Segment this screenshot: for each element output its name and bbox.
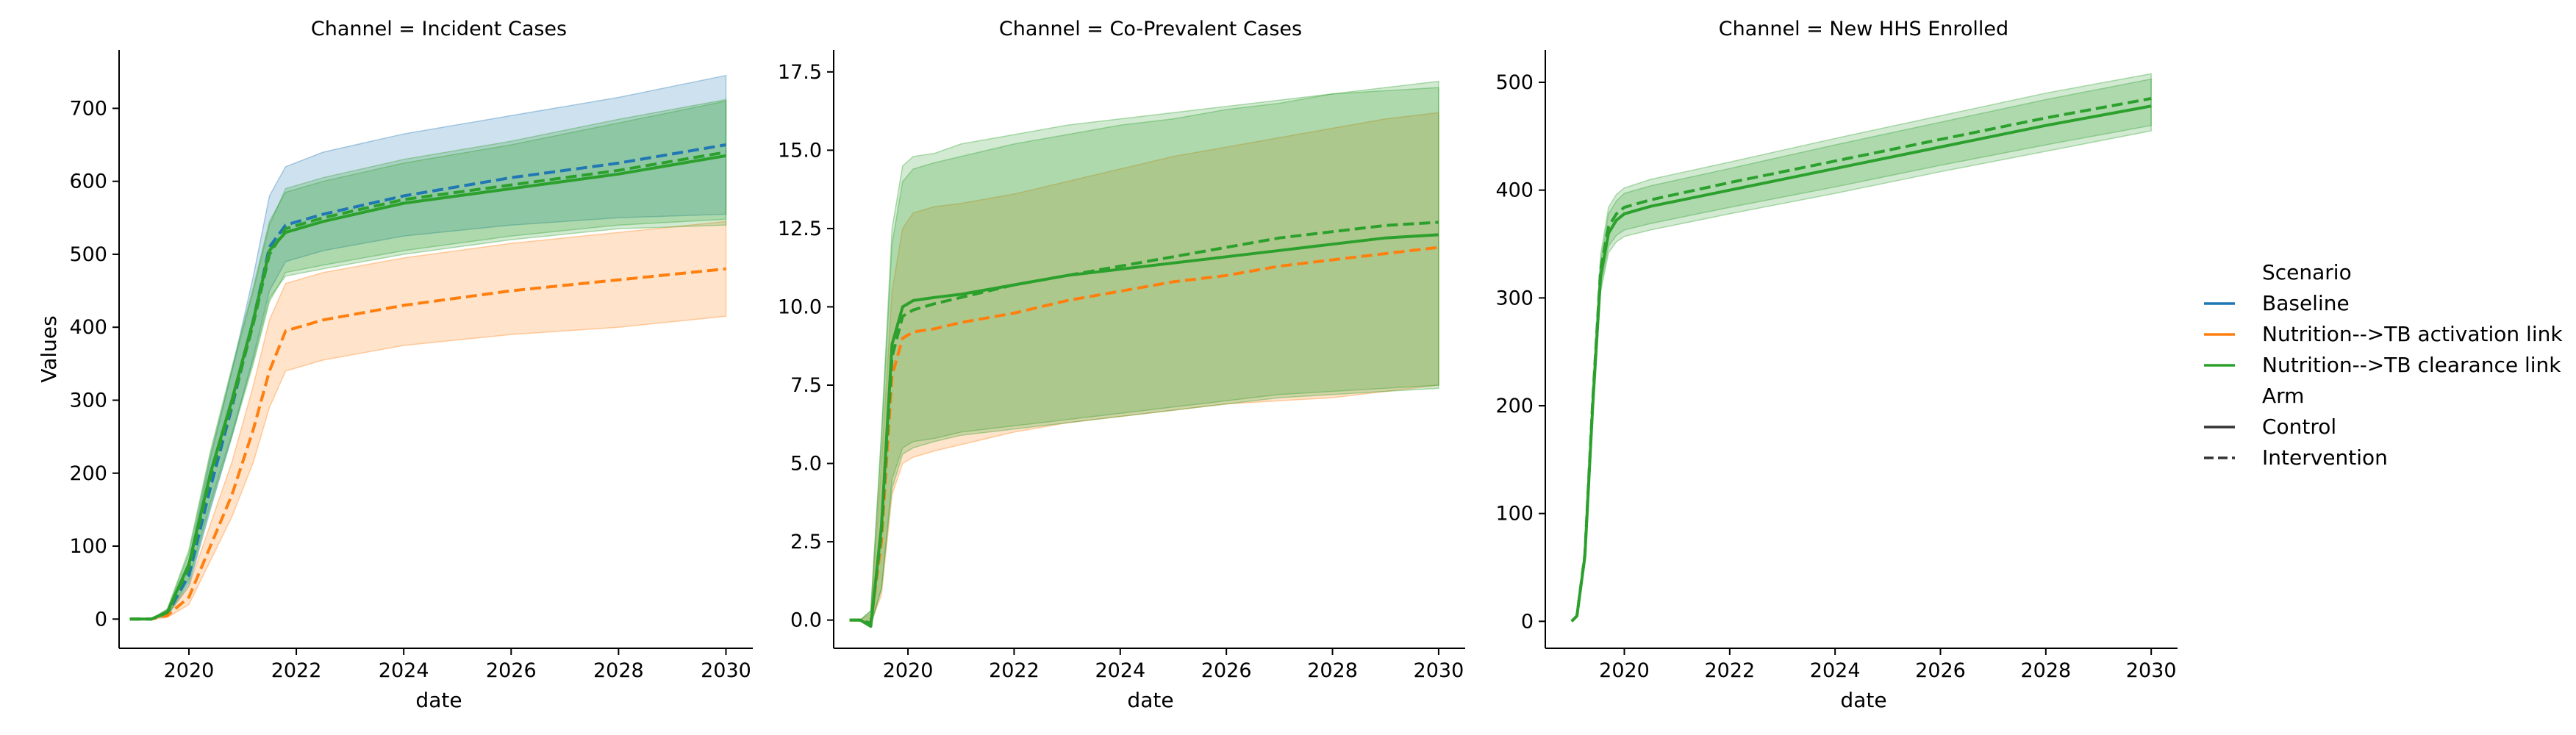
x-tick-label: 2026 <box>486 659 537 682</box>
x-tick-label: 2024 <box>1810 659 1861 682</box>
legend-arm-title: Arm <box>2262 384 2304 408</box>
confidence-band <box>129 100 727 620</box>
x-tick-label: 2024 <box>1095 659 1145 682</box>
legend-label: Nutrition-->TB activation link <box>2262 322 2563 346</box>
x-tick-label: 2028 <box>593 659 644 682</box>
y-tick-label: 100 <box>1495 503 1534 526</box>
series-line-intervention <box>849 220 1439 625</box>
y-tick-label: 7.5 <box>790 374 822 397</box>
y-tick-label: 0.0 <box>790 609 822 632</box>
y-tick-label: 400 <box>1495 179 1534 202</box>
x-tick-label: 2022 <box>989 659 1040 682</box>
x-tick-label: 2030 <box>2126 659 2177 682</box>
y-tick-label: 0 <box>95 608 107 631</box>
y-tick-label: 300 <box>69 389 107 412</box>
x-tick-label: 2026 <box>1915 659 1966 682</box>
confidence-band <box>1571 78 2152 622</box>
y-tick-label: 600 <box>69 171 107 193</box>
confidence-band <box>129 98 727 620</box>
plot-area <box>129 74 727 621</box>
y-tick-label: 10.0 <box>778 295 822 318</box>
y-tick-label: 2.5 <box>790 531 822 553</box>
panel-title: Channel = New HHS Enrolled <box>1719 18 2008 40</box>
panel-title: Channel = Incident Cases <box>311 18 567 40</box>
y-tick-label: 500 <box>1495 71 1534 94</box>
legend-item-clearance-link: Nutrition-->TB clearance link <box>2204 353 2561 377</box>
x-tick-label: 2028 <box>2020 659 2071 682</box>
confidence-band <box>849 87 1439 624</box>
x-tick-label: 2020 <box>1599 659 1650 682</box>
plot-area <box>1570 73 2152 623</box>
legend-label: Intervention <box>2262 445 2388 470</box>
y-tick-label: 15.0 <box>778 139 822 162</box>
series-line-intervention <box>129 267 726 621</box>
legend-item-activation-link: Nutrition-->TB activation link <box>2204 322 2563 346</box>
legend-item-control: Control <box>2204 415 2336 439</box>
legend-label: Control <box>2262 415 2336 439</box>
y-tick-label: 12.5 <box>778 218 822 240</box>
confidence-band <box>849 80 1439 628</box>
y-tick-label: 200 <box>1495 395 1534 417</box>
x-axis-label: date <box>1840 688 1886 712</box>
panel-new-hhs-enrolled: Channel = New HHS Enrolled date 2020 2022… <box>1495 18 2178 712</box>
y-tick-label: 500 <box>69 243 107 266</box>
x-tick-label: 2022 <box>1704 659 1755 682</box>
legend-item-baseline: Baseline <box>2204 291 2350 315</box>
x-tick-label: 2030 <box>701 659 751 682</box>
x-axis-label: date <box>1127 688 1173 712</box>
legend-label: Nutrition-->TB clearance link <box>2262 353 2561 377</box>
panel-co-prevalent-cases: Channel = Co-Prevalent Cases date 2020 20… <box>778 18 1465 712</box>
plot-area <box>849 80 1439 628</box>
series-line-control <box>1570 104 2152 623</box>
confidence-band <box>849 112 1439 624</box>
y-tick-label: 100 <box>69 535 107 558</box>
x-tick-label: 2022 <box>271 659 322 682</box>
panel-title: Channel = Co-Prevalent Cases <box>999 18 1302 40</box>
x-tick-label: 2020 <box>883 659 934 682</box>
panel-incident-cases: Channel = Incident Cases date Values 202… <box>37 18 753 712</box>
series-line-intervention <box>129 151 726 621</box>
x-tick-label: 2020 <box>164 659 215 682</box>
y-tick-label: 300 <box>1495 287 1534 309</box>
x-tick-label: 2024 <box>379 659 429 682</box>
y-tick-label: 200 <box>69 462 107 485</box>
legend-item-intervention: Intervention <box>2204 445 2388 470</box>
legend: Scenario Baseline Nutrition-->TB activat… <box>2204 260 2563 470</box>
y-axis-label: Values <box>37 315 61 382</box>
legend-scenario-title: Scenario <box>2262 260 2352 284</box>
y-tick-label: 400 <box>69 316 107 339</box>
y-tick-label: 0 <box>1521 610 1534 633</box>
y-tick-label: 17.5 <box>778 61 822 84</box>
x-axis-label: date <box>415 688 462 712</box>
y-tick-label: 5.0 <box>790 453 822 476</box>
x-tick-label: 2026 <box>1201 659 1252 682</box>
series-line-intervention <box>1570 97 2152 623</box>
y-tick-label: 700 <box>69 97 107 120</box>
x-tick-label: 2030 <box>1414 659 1464 682</box>
x-tick-label: 2028 <box>1307 659 1358 682</box>
legend-label: Baseline <box>2262 291 2350 315</box>
